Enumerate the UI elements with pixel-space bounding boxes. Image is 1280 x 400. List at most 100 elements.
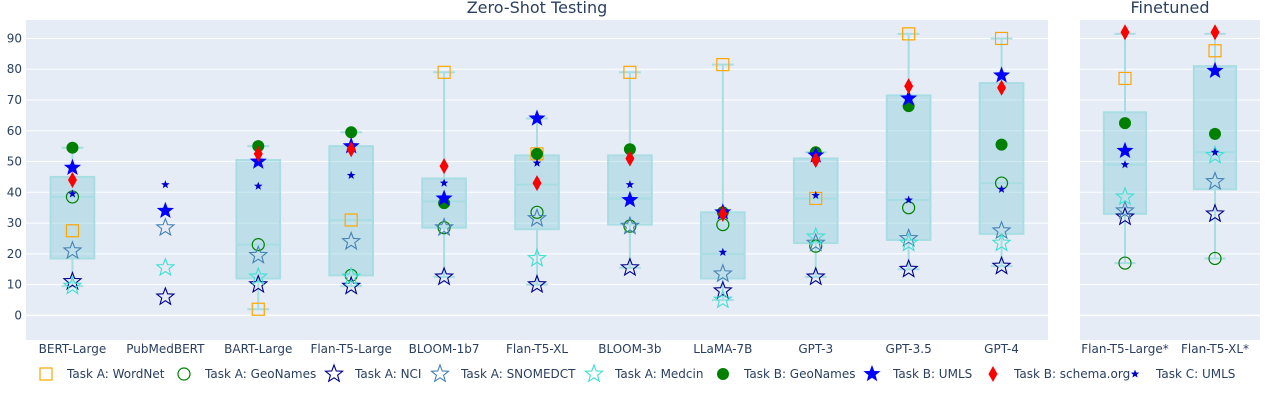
marker-task-a-snomedct bbox=[712, 263, 733, 283]
marker-task-a-medcin bbox=[248, 266, 269, 286]
x-tick-label: GPT-4 bbox=[984, 342, 1019, 356]
marker-task-a-wordnet bbox=[1118, 71, 1132, 86]
marker-task-a-nci bbox=[526, 274, 548, 294]
marker-task-b-umls bbox=[900, 89, 918, 106]
marker-task-a-nci bbox=[248, 274, 269, 294]
legend-item[interactable]: Task A: WordNet bbox=[39, 367, 165, 381]
y-tick-label: 0 bbox=[14, 308, 22, 322]
legend-item[interactable]: Task B: GeoNames bbox=[717, 367, 855, 381]
marker-task-a-medcin bbox=[62, 275, 83, 295]
marker-task-a-medcin bbox=[1114, 186, 1136, 206]
marker-task-a-geonames bbox=[1118, 256, 1132, 270]
marker-task-a-medcin bbox=[712, 289, 733, 309]
x-tick-label: LLaMA-7B bbox=[693, 342, 752, 356]
marker-task-a-geonames bbox=[530, 205, 544, 219]
marker-task-c-umls bbox=[811, 190, 821, 200]
legend-item[interactable]: Task A: NCI bbox=[323, 363, 421, 383]
marker-task-c-umls bbox=[253, 181, 263, 190]
marker-task-b-umls bbox=[156, 201, 174, 219]
marker-task-a-wordnet bbox=[902, 27, 916, 41]
marker-task-a-snomedct bbox=[248, 244, 269, 264]
legend-label: Task A: GeoNames bbox=[204, 367, 316, 381]
legend-item[interactable]: Task C: UMLS bbox=[1130, 367, 1236, 381]
legend-label: Task A: WordNet bbox=[66, 367, 165, 381]
marker-task-c-umls bbox=[68, 189, 77, 198]
marker-task-a-snomedct bbox=[1114, 200, 1136, 220]
finetuned-x-ticks: Flan-T5-Large* Flan-T5-XL* bbox=[1081, 342, 1249, 356]
marker-task-a-geonames bbox=[251, 238, 265, 252]
legend-label: Task A: NCI bbox=[354, 367, 421, 381]
y-tick-label: 40 bbox=[7, 185, 22, 199]
legend-symbol bbox=[1130, 369, 1140, 378]
marker-task-a-medcin bbox=[155, 257, 176, 277]
legend-item[interactable]: Task B: schema.org bbox=[988, 366, 1131, 382]
legend-symbol bbox=[39, 367, 53, 381]
marker-task-a-snomedct bbox=[62, 240, 83, 260]
legend-symbol bbox=[583, 363, 605, 383]
marker-task-a-medcin bbox=[805, 226, 826, 246]
marker-task-a-nci bbox=[341, 275, 362, 295]
marker-task-b-geonames bbox=[1119, 117, 1131, 130]
x-tick-label: Flan-T5-XL bbox=[506, 342, 568, 356]
marker-task-a-wordnet bbox=[344, 213, 358, 227]
marker-task-b-schema-org bbox=[439, 158, 449, 175]
legend-item[interactable]: Task B: UMLS bbox=[863, 365, 972, 382]
marker-task-b-umls bbox=[992, 66, 1011, 83]
marker-task-a-snomedct bbox=[434, 217, 455, 237]
zero-shot-markers bbox=[62, 27, 1012, 316]
box-iqr bbox=[235, 159, 282, 280]
marker-task-a-nci bbox=[1114, 206, 1136, 226]
marker-task-c-umls bbox=[904, 195, 913, 204]
marker-task-a-nci bbox=[805, 266, 826, 286]
marker-task-a-wordnet bbox=[994, 31, 1009, 46]
x-tick-label: BLOOM-3b bbox=[598, 342, 661, 356]
marker-task-c-umls bbox=[997, 184, 1006, 193]
legend-item[interactable]: Task A: Medcin bbox=[583, 363, 703, 383]
zero-shot-title: Zero-Shot Testing bbox=[467, 0, 608, 17]
marker-task-b-geonames bbox=[531, 147, 543, 160]
marker-task-a-nci bbox=[991, 255, 1012, 275]
y-tick-label: 60 bbox=[7, 124, 22, 138]
marker-task-b-geonames bbox=[995, 138, 1008, 151]
legend-label: Task B: schema.org bbox=[1013, 367, 1130, 381]
x-tick-label: Flan-T5-Large bbox=[310, 342, 391, 356]
legend-item[interactable]: Task A: GeoNames bbox=[177, 367, 316, 381]
marker-task-b-umls bbox=[621, 191, 639, 208]
legend-symbol bbox=[717, 368, 729, 380]
marker-task-b-schema-org bbox=[1210, 24, 1220, 41]
marker-task-c-umls bbox=[346, 170, 356, 180]
legend-label: Task A: Medcin bbox=[614, 367, 703, 381]
marker-task-b-schema-org bbox=[253, 145, 263, 162]
marker-task-b-umls bbox=[1206, 61, 1224, 79]
marker-task-b-schema-org bbox=[346, 141, 356, 158]
marker-task-c-umls bbox=[1210, 147, 1220, 156]
marker-task-a-geonames bbox=[1208, 251, 1222, 266]
finetuned-markers bbox=[1114, 24, 1226, 270]
zero-shot-panel: BERT-Large PubMedBERT BART-Large Flan-T5-La… bbox=[26, 0, 1048, 356]
legend-item[interactable]: Task A: SNOMEDCT bbox=[429, 363, 576, 383]
marker-task-a-nci bbox=[1204, 203, 1226, 223]
legend-label: Task B: UMLS bbox=[892, 367, 972, 381]
finetuned-gridlines bbox=[1080, 37, 1260, 317]
marker-task-a-geonames bbox=[437, 221, 451, 235]
marker-task-a-snomedct bbox=[898, 227, 919, 248]
y-tick-label: 50 bbox=[7, 155, 22, 169]
marker-task-a-snomedct bbox=[526, 207, 548, 228]
x-tick-label: BLOOM-1b7 bbox=[409, 342, 480, 356]
marker-task-b-umls bbox=[435, 189, 453, 206]
marker-task-a-snomedct bbox=[1204, 170, 1226, 191]
finetuned-title: Finetuned bbox=[1130, 0, 1209, 17]
marker-task-b-umls bbox=[1116, 141, 1134, 159]
legend-label: Task C: UMLS bbox=[1155, 367, 1235, 381]
x-tick-label: PubMedBERT bbox=[126, 342, 205, 356]
y-tick-label: 20 bbox=[7, 247, 22, 261]
legend-symbol bbox=[177, 367, 191, 381]
marker-task-a-medcin bbox=[991, 232, 1012, 252]
box-iqr bbox=[49, 175, 96, 260]
marker-task-c-umls bbox=[439, 178, 449, 187]
marker-task-a-wordnet bbox=[1208, 44, 1222, 58]
marker-task-a-medcin bbox=[526, 247, 548, 268]
finetuned-panel: Flan-T5-Large* Flan-T5-XL* Finetuned bbox=[1080, 0, 1260, 356]
zero-shot-x-ticks: BERT-Large PubMedBERT BART-Large Flan-T5-La… bbox=[39, 342, 1019, 356]
